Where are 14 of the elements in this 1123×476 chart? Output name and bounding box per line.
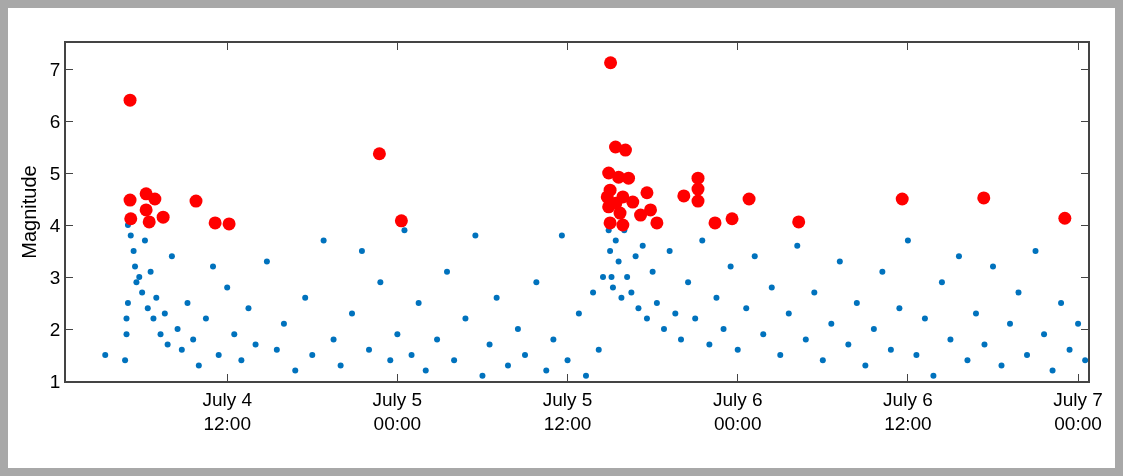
y-tick-label: 4 [49,214,61,236]
y-axis-title: Magnitude [17,165,40,259]
x-tick-label: July 5 00:00 [372,388,423,435]
y-tick-label: 1 [49,370,61,392]
y-tick-label: 2 [49,318,61,340]
y-tick-label: 5 [49,162,61,184]
x-tick-label: July 7 00:00 [1053,388,1103,435]
y-tick-label: 6 [49,110,61,132]
x-tick-label: July 6 12:00 [883,388,933,435]
x-tick-label: July 5 12:00 [542,388,593,435]
x-tick-label: July 6 00:00 [712,388,763,435]
y-tick-label: 7 [49,58,61,80]
y-tick-label: 3 [49,266,61,288]
x-tick-label: July 4 12:00 [202,388,253,435]
